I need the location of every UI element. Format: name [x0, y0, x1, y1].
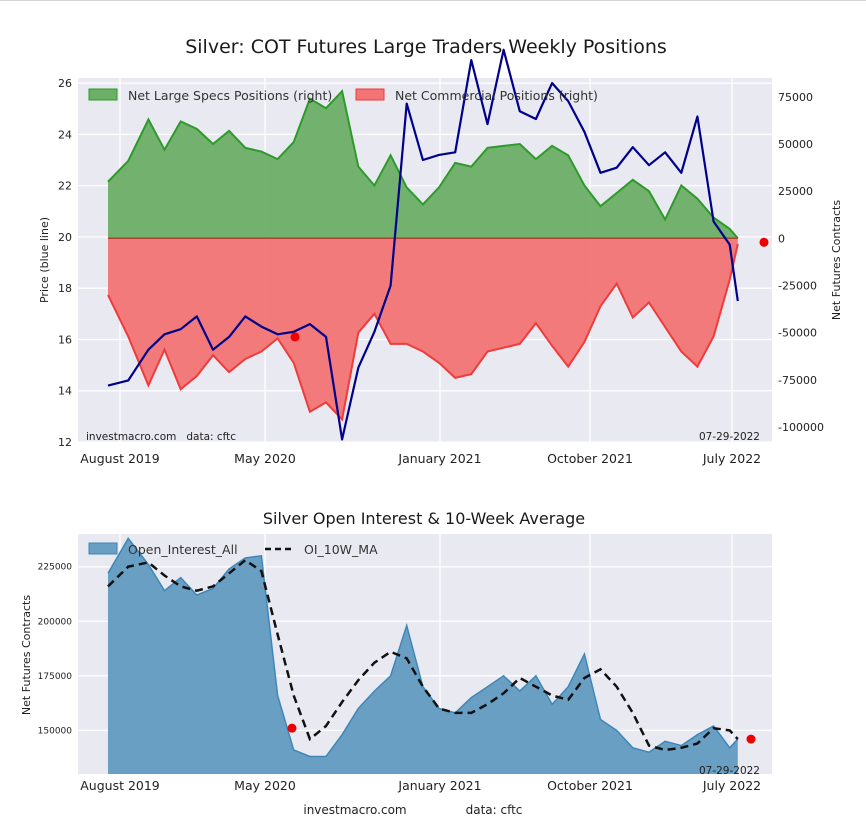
top-x-tick-label: January 2021 — [397, 451, 481, 466]
specs-line — [107, 89, 739, 239]
top-left-tick-label: 14 — [58, 385, 72, 398]
top-chart: 12 14 16 18 20 22 24 26 75000 50000 25000 0 -25000 -5… — [38, 48, 843, 466]
top-legend: Net Large Specs Positions (right) Net Co… — [88, 88, 598, 103]
bottom-x-tick-label: January 2021 — [397, 778, 481, 793]
top-annotation-source: investmacro.com data: cftc — [86, 431, 236, 443]
top-tick-labels: 12 14 16 18 20 22 24 26 75000 50000 25000 0 -25000 -5… — [58, 77, 824, 466]
top-left-tick-label: 12 — [58, 436, 72, 449]
price-marker — [290, 332, 300, 342]
top-left-tick-label: 24 — [58, 128, 72, 141]
open-interest-area — [108, 538, 738, 774]
bottom-chart: 225000 200000 175000 150000 August 2019 May 2… — [20, 534, 772, 793]
top-areas — [107, 48, 769, 441]
bottom-y-tick-label: 150000 — [38, 726, 73, 736]
top-x-tick-label: October 2021 — [547, 451, 633, 466]
price-line — [107, 48, 739, 441]
bottom-y-tick-label: 175000 — [38, 672, 73, 682]
top-right-tick-label: -75000 — [778, 374, 817, 387]
bottom-y-tick-label: 225000 — [38, 563, 73, 573]
legend-label-ma: OI_10W_MA — [304, 542, 378, 557]
bottom-annotation-date: 07-29-2022 — [699, 765, 760, 777]
commercial-line — [107, 243, 739, 422]
legend-label-open-interest: Open_Interest_All — [128, 542, 238, 557]
bottom-tick-labels: 225000 200000 175000 150000 August 2019 May 2… — [38, 563, 761, 793]
top-right-tick-label: -50000 — [778, 327, 817, 340]
top-x-tick-label: May 2020 — [234, 451, 296, 466]
main-title: Silver: COT Futures Large Traders Weekly… — [185, 36, 667, 58]
top-annotation-date: 07-29-2022 — [699, 431, 760, 443]
top-right-tick-label: 0 — [778, 232, 785, 245]
footer-site: investmacro.com — [303, 803, 406, 817]
bottom-y-tick-label: 200000 — [38, 617, 73, 627]
last-value-marker — [759, 237, 769, 247]
bottom-series — [107, 537, 756, 774]
bottom-title: Silver Open Interest & 10-Week Average — [263, 509, 585, 528]
top-left-axis-label: Price (blue line) — [38, 217, 51, 303]
top-right-tick-label: -100000 — [778, 421, 824, 434]
top-left-tick-label: 26 — [58, 77, 72, 90]
top-left-tick-label: 18 — [58, 282, 72, 295]
bottom-legend: Open_Interest_All OI_10W_MA — [88, 542, 378, 557]
top-right-tick-label: 25000 — [778, 185, 813, 198]
specs-area — [108, 91, 738, 239]
top-right-tick-label: 50000 — [778, 138, 813, 151]
top-right-axis-label: Net Futures Contracts — [830, 200, 843, 320]
bottom-x-tick-label: August 2019 — [80, 778, 160, 793]
legend-swatch-open-interest — [88, 542, 118, 555]
top-right-tick-label: -25000 — [778, 279, 817, 292]
top-border — [0, 0, 866, 1]
top-x-tick-label: July 2022 — [702, 451, 761, 466]
bottom-x-tick-label: October 2021 — [547, 778, 633, 793]
bottom-axis-label: Net Futures Contracts — [20, 595, 33, 715]
legend-label-commercial: Net Commercial Positions (right) — [395, 88, 598, 103]
footer-data: data: cftc — [466, 803, 523, 817]
top-left-tick-label: 22 — [58, 180, 72, 193]
top-left-tick-label: 16 — [58, 333, 72, 346]
bottom-x-tick-label: May 2020 — [234, 778, 296, 793]
top-right-tick-label: 75000 — [778, 91, 813, 104]
bottom-x-tick-label: July 2022 — [702, 778, 761, 793]
legend-swatch-specs — [88, 88, 118, 101]
top-x-tick-label: August 2019 — [80, 451, 160, 466]
legend-swatch-commercial — [355, 88, 385, 101]
ma-marker — [287, 723, 297, 733]
ma-line — [107, 558, 739, 752]
last-value-marker — [746, 734, 756, 744]
legend-label-specs: Net Large Specs Positions (right) — [128, 88, 332, 103]
top-left-tick-label: 20 — [58, 231, 72, 244]
commercial-area — [108, 238, 738, 420]
